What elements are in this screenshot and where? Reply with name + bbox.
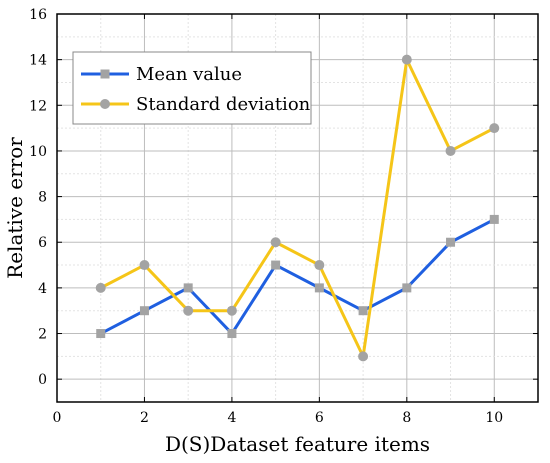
- data-point-mean: [227, 329, 237, 339]
- x-tick-label: 6: [315, 410, 324, 426]
- y-tick-label: 10: [29, 144, 47, 160]
- legend: Mean value Standard deviation: [72, 51, 312, 125]
- y-tick-label: 6: [38, 235, 47, 251]
- data-point-mean: [489, 214, 499, 224]
- y-tick-label: 4: [38, 281, 47, 297]
- legend-box: [72, 51, 312, 125]
- grid-lines: [56, 13, 539, 403]
- series-markers: [95, 54, 500, 362]
- data-point-mean: [358, 306, 368, 316]
- x-tick-label: 8: [402, 410, 411, 426]
- x-tick-label: 10: [485, 410, 503, 426]
- y-tick-label: 2: [38, 327, 47, 343]
- data-point-std: [314, 260, 325, 271]
- y-tick-label: 12: [29, 98, 47, 114]
- data-point-mean: [139, 306, 149, 316]
- legend-marker-square: [100, 69, 110, 79]
- data-point-std: [95, 282, 106, 293]
- data-point-mean: [271, 260, 281, 270]
- axis-ticks: 0 2 4 6 8 10 0 2 4 6 8 10 12 14 16: [29, 7, 538, 426]
- data-point-std: [445, 145, 456, 156]
- data-point-std: [139, 260, 150, 271]
- data-point-std: [489, 123, 500, 134]
- x-tick-label: 4: [227, 410, 236, 426]
- data-point-mean: [446, 237, 456, 247]
- x-tick-label: 2: [140, 410, 149, 426]
- series-line-1: [100, 218, 495, 336]
- data-point-std: [358, 351, 369, 362]
- legend-label-2: Standard deviation: [136, 94, 311, 115]
- y-tick-label: 16: [29, 7, 47, 23]
- x-axis-label: D(S)Dataset feature items: [165, 432, 430, 456]
- data-point-std: [401, 54, 412, 65]
- series-lines: [100, 58, 495, 358]
- y-tick-label: 0: [38, 372, 47, 388]
- data-point-std: [270, 237, 281, 248]
- y-tick-label: 14: [29, 53, 47, 69]
- x-tick-label: 0: [53, 410, 62, 426]
- data-point-std: [183, 305, 194, 316]
- y-tick-label: 8: [38, 190, 47, 206]
- series-line-2: [100, 58, 495, 358]
- data-point-mean: [183, 283, 193, 293]
- legend-marker-circle: [100, 99, 110, 109]
- legend-label-1: Mean value: [136, 64, 242, 85]
- data-point-std: [226, 305, 237, 316]
- data-point-mean: [402, 283, 412, 293]
- data-point-mean: [96, 329, 106, 339]
- data-point-mean: [314, 283, 324, 293]
- plot-frame: [56, 13, 539, 403]
- y-axis-label: Relative error: [3, 137, 27, 279]
